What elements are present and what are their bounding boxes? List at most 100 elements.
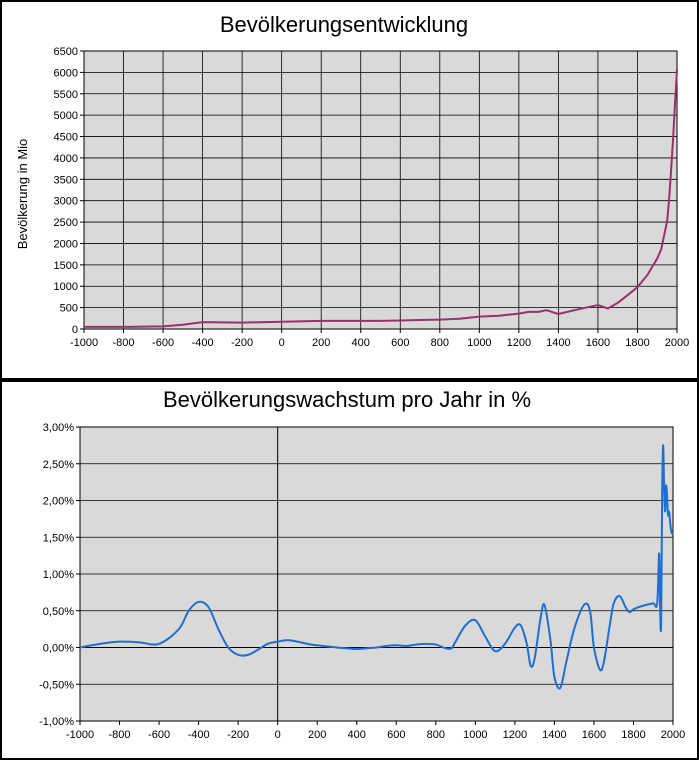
- chart2-data-point: [425, 643, 427, 645]
- chart1-x-tick-label: 1200: [507, 337, 531, 349]
- chart2-data-point: [484, 636, 486, 638]
- chart2-data-point: [613, 603, 615, 605]
- chart2-data-point: [589, 610, 591, 612]
- chart1-data-point: [399, 320, 401, 322]
- chart2-data-point: [534, 658, 536, 660]
- chart2-data-point: [658, 553, 660, 555]
- chart1-data-point: [666, 220, 668, 222]
- chart1-data-point: [380, 320, 382, 322]
- chart2-y-tick-label: -0,50%: [39, 679, 74, 691]
- chart1-data-point: [498, 315, 500, 317]
- chart1-x-tick-label: -600: [152, 337, 174, 349]
- chart1-data-point: [528, 311, 530, 313]
- chart2-data-point: [336, 647, 338, 649]
- chart1-title: Bevölkerungsentwicklung: [220, 12, 468, 37]
- chart2-data-point: [366, 647, 368, 649]
- chart2-data-point: [526, 643, 528, 645]
- chart2-data-point: [668, 511, 670, 513]
- chart2-data-point: [660, 622, 662, 624]
- chart2-data-point: [656, 603, 658, 605]
- chart1-data-point: [241, 322, 243, 324]
- chart1-y-tick-label: 5500: [54, 89, 78, 101]
- chart2-data-point: [297, 641, 299, 643]
- chart1-data-point: [360, 320, 362, 322]
- chart2-data-point: [667, 514, 669, 516]
- chart2-data-point: [287, 639, 289, 641]
- chart1-data-point: [459, 318, 461, 320]
- chart1-x-tick-label: 400: [352, 337, 370, 349]
- chart1-data-point: [660, 249, 662, 251]
- chart1-x-tick-label: -400: [192, 337, 214, 349]
- chart2-data-point: [669, 520, 671, 522]
- chart2-data-point: [672, 531, 674, 533]
- chart2-data-point: [593, 647, 595, 649]
- chart1-data-point: [538, 311, 540, 313]
- chart1-data-point: [558, 313, 560, 315]
- chart2-data-point: [504, 643, 506, 645]
- chart2-x-tick-label: 1000: [463, 729, 487, 741]
- chart2-data-point: [386, 645, 388, 647]
- chart2-series-line: [79, 444, 674, 690]
- chart1-data-point: [479, 316, 481, 318]
- chart2-data-point: [583, 604, 585, 606]
- chart2-y-tick-label: 2,00%: [43, 496, 74, 508]
- chart1-data-point: [439, 319, 441, 321]
- chart1-data-point: [182, 324, 184, 326]
- chart1-data-point: [83, 326, 85, 328]
- chart2-data-point: [395, 644, 397, 646]
- chart1-x-tick-label: 1000: [467, 337, 491, 349]
- chart2-data-point: [119, 641, 121, 643]
- chart1-data-point: [419, 319, 421, 321]
- chart2-y-tick-label: 1,50%: [43, 532, 74, 544]
- chart2-x-tick-label: -200: [227, 729, 249, 741]
- chart2-data-point: [670, 529, 672, 531]
- chart2-data-point: [435, 644, 437, 646]
- chart1-data-point: [281, 321, 283, 323]
- chart1-data-point: [546, 309, 548, 311]
- chart2-data-point: [603, 661, 605, 663]
- chart2-title: Bevölkerungswachstum pro Jahr in %: [163, 387, 531, 412]
- chart2-data-point: [465, 625, 467, 627]
- chart1-data-point: [607, 308, 609, 310]
- chart2-data-point: [405, 645, 407, 647]
- chart2-data-point: [662, 445, 664, 447]
- chart2-x-tick-label: 200: [308, 729, 326, 741]
- chart1-x-tick-label: -1000: [70, 337, 98, 349]
- chart2-data-point: [671, 533, 673, 535]
- chart1-y-tick-label: 6500: [54, 46, 78, 58]
- chart2-data-point: [451, 647, 453, 649]
- chart2-data-point: [619, 595, 621, 597]
- chart1-data-point: [668, 199, 670, 201]
- chart2-x-tick-label: -600: [148, 729, 170, 741]
- chart2-data-point: [609, 625, 611, 627]
- chart2-data-point: [139, 642, 141, 644]
- chart2-data-point: [257, 649, 259, 651]
- chart2-data-point: [218, 628, 220, 630]
- chart1-data-point: [123, 326, 125, 328]
- chart1-x-tick-label: 1800: [625, 337, 649, 349]
- chart1-x-tick-label: 800: [431, 337, 449, 349]
- chart1-plot-area: [83, 50, 678, 330]
- chart1-x-tick-label: 200: [312, 337, 330, 349]
- chart1-data-point: [162, 326, 164, 328]
- chart2-x-tick-label: -1000: [66, 729, 94, 741]
- chart1-data-point: [320, 320, 322, 322]
- chart1-y-tick-label: 6000: [54, 67, 78, 79]
- chart2-data-point: [661, 496, 663, 498]
- chart2-x-tick-label: -800: [109, 729, 131, 741]
- chart1-x-tick-label: 1600: [586, 337, 610, 349]
- chart2-data-point: [247, 654, 249, 656]
- chart1-y-axis-label: Bevölkerung in Mio: [15, 139, 30, 250]
- chart1-y-tick-label: 500: [60, 303, 78, 315]
- chart1-x-tick-label: 600: [391, 337, 409, 349]
- chart2-data-point: [316, 644, 318, 646]
- chart1-y-tick-label: 4500: [54, 132, 78, 144]
- chart2-y-tick-label: 0,00%: [43, 643, 74, 655]
- chart1-data-point: [222, 322, 224, 324]
- chart2-data-point: [267, 643, 269, 645]
- chart2-y-tick-label: 3,00%: [43, 422, 74, 434]
- chart1-data-point: [518, 313, 520, 315]
- chart2-data-point: [445, 647, 447, 649]
- chart2-x-tick-label: 1200: [503, 729, 527, 741]
